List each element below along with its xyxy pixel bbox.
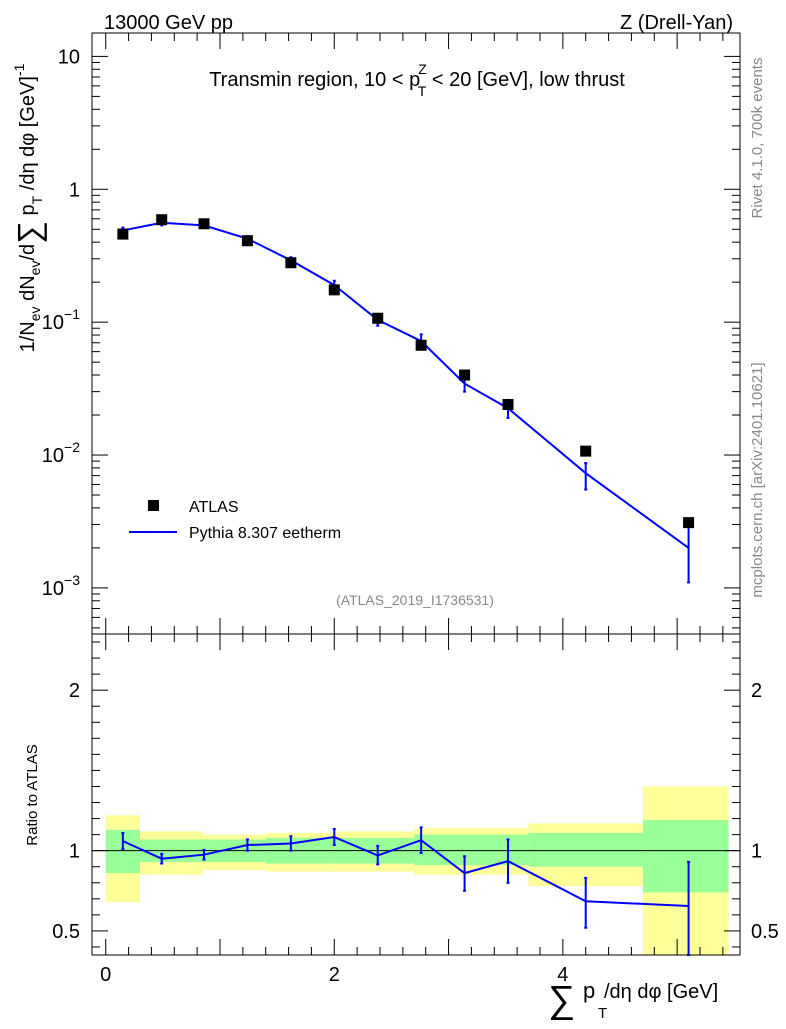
ratio-frame <box>91 633 741 956</box>
analysis-label: (ATLAS_2019_I1736531) <box>336 592 494 608</box>
title-sub: T <box>418 83 427 99</box>
data-point-2 <box>198 218 210 230</box>
ratio-series-line <box>122 836 689 908</box>
mc-series-line <box>122 221 690 549</box>
data-point-8 <box>459 369 471 381</box>
ratio-tick-label-left-1: 1 <box>69 841 80 863</box>
x-label-p: p <box>583 978 595 1003</box>
x-label-rest: /dη dφ [GeV] <box>604 981 718 1003</box>
ratio-tick-label-right-2: 2 <box>751 680 762 702</box>
chart-title: Transmin region, 10 < pZ T < 20 [GeV], lo… <box>209 61 625 99</box>
y-tick-label-4: 10 <box>58 46 80 68</box>
legend-pythia-label: Pythia 8.307 eetherm <box>189 525 341 542</box>
title-sup: Z <box>418 61 427 77</box>
data-point-11 <box>683 517 695 529</box>
y-tick-label-1: 10−2 <box>42 439 80 467</box>
legend: ATLAS Pythia 8.307 eetherm <box>129 499 341 542</box>
y-axis-label: 1/Nev dNev/d∑ pT /dη dφ [GeV]-1 <box>11 63 47 352</box>
data-point-0 <box>117 228 129 240</box>
main-panel: 10−3 10−2 10−1 1 10 <box>42 32 741 635</box>
band-inner-7 <box>642 820 729 893</box>
y-tick-label-0: 10−3 <box>42 572 80 600</box>
data-point-4 <box>285 257 297 269</box>
data-point-3 <box>241 235 253 247</box>
x-tick-label-0: 0 <box>100 964 111 986</box>
band-inner-6 <box>528 833 643 867</box>
title-pre: Transmin region, 10 < p <box>209 69 420 91</box>
data-point-6 <box>372 312 384 324</box>
ratio-tick-label-left-0: 0.5 <box>52 921 80 943</box>
x-tick-label-2: 4 <box>557 964 568 986</box>
x-label-sum: ∑ <box>548 979 575 1021</box>
legend-atlas-marker <box>148 500 159 511</box>
y-tick-label-2: 10−1 <box>42 306 80 334</box>
rivet-label: Rivet 4.1.0, 700k events <box>749 58 766 219</box>
ratio-panel: 0 2 4 0.5 0.5 1 1 2 2 <box>52 633 779 986</box>
energy-label: 13000 GeV pp <box>104 12 233 34</box>
data-point-5 <box>328 284 340 296</box>
main-frame <box>91 32 741 635</box>
process-label: Z (Drell-Yan) <box>620 12 733 34</box>
ratio-tick-label-right-0: 0.5 <box>751 921 779 943</box>
band-inner-5 <box>414 834 529 866</box>
data-point-1 <box>156 214 168 226</box>
title-post: < 20 [GeV], low thrust <box>426 69 625 91</box>
data-point-9 <box>502 399 514 411</box>
y-tick-label-3: 1 <box>69 179 80 201</box>
data-point-10 <box>580 445 592 457</box>
ratio-tick-label-left-2: 2 <box>69 680 80 702</box>
mcplots-label: mcplots.cern.ch [arXiv:2401.10621] <box>749 362 766 597</box>
x-label-sub: T <box>598 1005 607 1022</box>
y-axis-label-text: 1/Nev dNev/d∑ pT /dη dφ [GeV]-1 <box>11 63 47 352</box>
ratio-y-label: Ratio to ATLAS <box>24 744 41 845</box>
legend-atlas-label: ATLAS <box>189 499 239 516</box>
data-point-7 <box>415 339 427 351</box>
ratio-tick-label-right-1: 1 <box>751 841 762 863</box>
x-axis-label: ∑ p T /dη dφ [GeV] <box>548 978 718 1022</box>
x-tick-label-1: 2 <box>329 964 340 986</box>
